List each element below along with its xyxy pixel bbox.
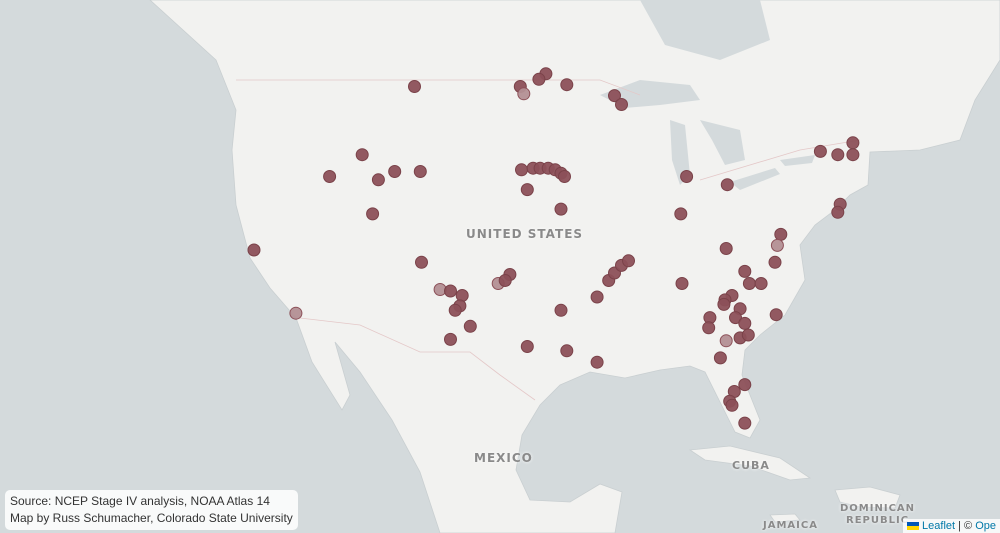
label-united-states: UNITED STATES xyxy=(466,227,584,241)
rainfall-marker[interactable] xyxy=(719,242,733,255)
rainfall-marker[interactable] xyxy=(720,178,734,192)
cuba xyxy=(688,445,812,481)
rainfall-marker[interactable] xyxy=(498,274,512,287)
rainfall-marker[interactable] xyxy=(366,207,380,221)
rainfall-marker[interactable] xyxy=(717,297,731,311)
rainfall-marker[interactable] xyxy=(408,80,421,93)
marker-layer xyxy=(247,67,860,430)
label-cuba: CUBA xyxy=(732,459,770,472)
rainfall-marker[interactable] xyxy=(590,290,604,304)
label-mexico: MEXICO xyxy=(474,451,533,465)
rainfall-marker[interactable] xyxy=(608,89,621,103)
borders xyxy=(236,79,861,401)
rainfall-marker[interactable] xyxy=(831,148,845,162)
rainfall-marker[interactable] xyxy=(520,183,534,197)
rainfall-marker[interactable] xyxy=(415,255,428,269)
rainfall-marker[interactable] xyxy=(517,87,531,101)
attribution: Leaflet | © Ope xyxy=(903,519,1000,533)
rainfall-marker[interactable] xyxy=(622,254,635,268)
rainfall-marker[interactable] xyxy=(463,319,477,333)
rainfall-marker[interactable] xyxy=(770,238,784,252)
rainfall-marker[interactable] xyxy=(590,355,604,369)
rainfall-marker[interactable] xyxy=(247,243,261,257)
rainfall-marker[interactable] xyxy=(813,144,827,158)
rainfall-marker[interactable] xyxy=(674,207,688,221)
leaflet-link[interactable]: Leaflet xyxy=(922,520,956,532)
rainfall-marker[interactable] xyxy=(729,311,742,325)
rainfall-marker[interactable] xyxy=(846,148,860,162)
us-canada-border xyxy=(236,79,861,181)
rainfall-marker[interactable] xyxy=(741,328,755,342)
rainfall-marker[interactable] xyxy=(323,170,337,183)
lake-erie xyxy=(730,168,780,190)
rainfall-marker[interactable] xyxy=(289,306,303,320)
rainfall-marker[interactable] xyxy=(738,416,752,430)
rainfall-marker[interactable] xyxy=(413,165,427,178)
jamaica xyxy=(769,513,801,523)
rainfall-marker[interactable] xyxy=(355,148,369,162)
rainfall-marker[interactable] xyxy=(615,98,628,111)
rainfall-marker[interactable] xyxy=(769,308,783,322)
rainfall-marker[interactable] xyxy=(448,303,462,317)
caption-author: Map by Russ Schumacher, Colorado State U… xyxy=(10,511,293,525)
hispaniola xyxy=(834,486,901,509)
rainfall-marker[interactable] xyxy=(754,277,768,290)
rainfall-marker[interactable] xyxy=(680,170,694,183)
openstreetmap-link[interactable]: Ope xyxy=(975,520,996,532)
us-mexico-border xyxy=(299,317,536,401)
ukraine-flag-icon xyxy=(907,522,920,531)
hudson-bay xyxy=(640,0,770,60)
rainfall-marker[interactable] xyxy=(742,277,756,290)
rainfall-marker[interactable] xyxy=(560,344,574,358)
rainfall-marker[interactable] xyxy=(846,136,860,150)
rainfall-marker[interactable] xyxy=(725,398,739,412)
rainfall-marker[interactable] xyxy=(444,284,457,298)
rainfall-marker[interactable] xyxy=(774,227,788,241)
rainfall-marker[interactable] xyxy=(554,303,568,317)
rainfall-marker[interactable] xyxy=(831,205,845,219)
rainfall-marker[interactable] xyxy=(515,163,528,177)
label-dominican: DOMINICAN xyxy=(840,503,916,514)
rainfall-marker[interactable] xyxy=(675,277,689,290)
rainfall-marker[interactable] xyxy=(532,72,546,86)
rainfall-marker[interactable] xyxy=(560,78,574,92)
rainfall-marker[interactable] xyxy=(768,255,782,269)
rainfall-marker[interactable] xyxy=(738,316,752,330)
rainfall-marker[interactable] xyxy=(702,321,716,335)
rainfall-marker[interactable] xyxy=(713,351,727,365)
rainfall-marker[interactable] xyxy=(371,173,385,187)
caption-source: Source: NCEP Stage IV analysis, NOAA Atl… xyxy=(10,494,270,508)
lake-michigan xyxy=(670,120,690,185)
rainfall-marker[interactable] xyxy=(554,202,568,216)
attribution-sep: | © xyxy=(955,520,976,532)
rainfall-marker[interactable] xyxy=(738,264,752,278)
label-jamaica: JAMAICA xyxy=(763,520,818,531)
rainfall-marker[interactable] xyxy=(719,334,733,348)
source-caption: Source: NCEP Stage IV analysis, NOAA Atl… xyxy=(5,490,298,530)
rainfall-marker[interactable] xyxy=(558,170,571,183)
lakes xyxy=(600,0,815,190)
rainfall-marker[interactable] xyxy=(388,165,402,178)
lake-huron xyxy=(700,120,745,165)
rainfall-marker[interactable] xyxy=(738,378,752,392)
lake-ontario xyxy=(780,155,815,166)
label-republic: REPUBLIC xyxy=(846,515,910,526)
rainfall-marker[interactable] xyxy=(520,340,534,353)
rainfall-marker[interactable] xyxy=(444,332,457,346)
